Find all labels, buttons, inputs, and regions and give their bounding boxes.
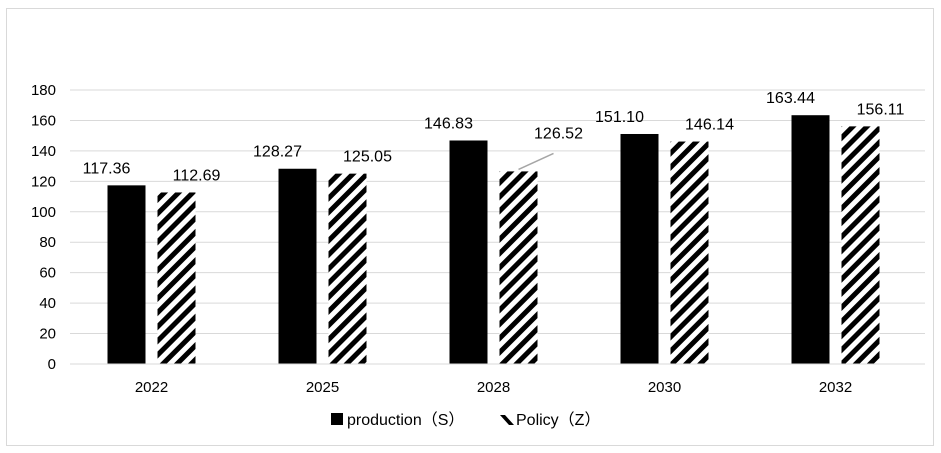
y-tick-label: 60 — [39, 265, 56, 282]
y-tick-label: 180 — [31, 82, 56, 99]
bar-policy — [328, 173, 367, 364]
bar-policy — [499, 171, 538, 364]
y-tick-label: 40 — [39, 295, 56, 312]
data-label-leader-line — [518, 152, 554, 171]
legend-label-production: production（S） — [347, 411, 464, 429]
bar-production — [620, 133, 659, 364]
y-tick-label: 80 — [39, 234, 56, 251]
data-label: 126.52 — [534, 125, 583, 142]
legend-swatch-production — [331, 413, 343, 425]
y-tick-label: 160 — [31, 112, 56, 129]
bar-policy — [670, 141, 709, 364]
x-tick-label: 2022 — [135, 379, 168, 396]
y-tick-label: 140 — [31, 143, 56, 160]
y-axis: 0 20 40 60 80 100 120 140 160 180 — [31, 82, 56, 373]
data-label: 112.69 — [173, 167, 221, 184]
y-tick-label: 0 — [48, 356, 56, 373]
x-tick-label: 2025 — [306, 379, 339, 396]
bar-production — [791, 115, 830, 364]
bar-policy — [157, 192, 196, 364]
x-tick-label: 2032 — [819, 379, 852, 396]
legend-swatch-policy — [500, 415, 514, 425]
data-label: 156.11 — [857, 101, 905, 118]
bars: 117.36 112.69 128.27 125.05 146.83 126.52 151.… — [83, 90, 905, 364]
y-tick-label: 20 — [39, 326, 56, 343]
data-label: 146.14 — [685, 117, 734, 134]
legend-label-policy: Policy（Z） — [516, 411, 600, 429]
x-tick-label: 2028 — [477, 379, 510, 396]
y-tick-label: 120 — [31, 173, 56, 190]
data-label: 117.36 — [83, 160, 131, 177]
bar-production — [107, 185, 146, 364]
bar-policy — [841, 126, 880, 364]
data-label: 128.27 — [253, 144, 302, 161]
bar-production — [449, 140, 488, 364]
y-tick-label: 100 — [31, 204, 56, 221]
data-label: 151.10 — [595, 109, 644, 126]
data-label: 125.05 — [343, 149, 392, 166]
x-axis: 2022 2025 2028 2030 2032 — [70, 363, 925, 396]
legend: production（S） Policy（Z） — [331, 411, 600, 429]
data-label: 163.44 — [766, 90, 815, 107]
bar-production — [278, 168, 317, 364]
data-label: 146.83 — [424, 115, 473, 132]
x-tick-label: 2030 — [648, 379, 681, 396]
